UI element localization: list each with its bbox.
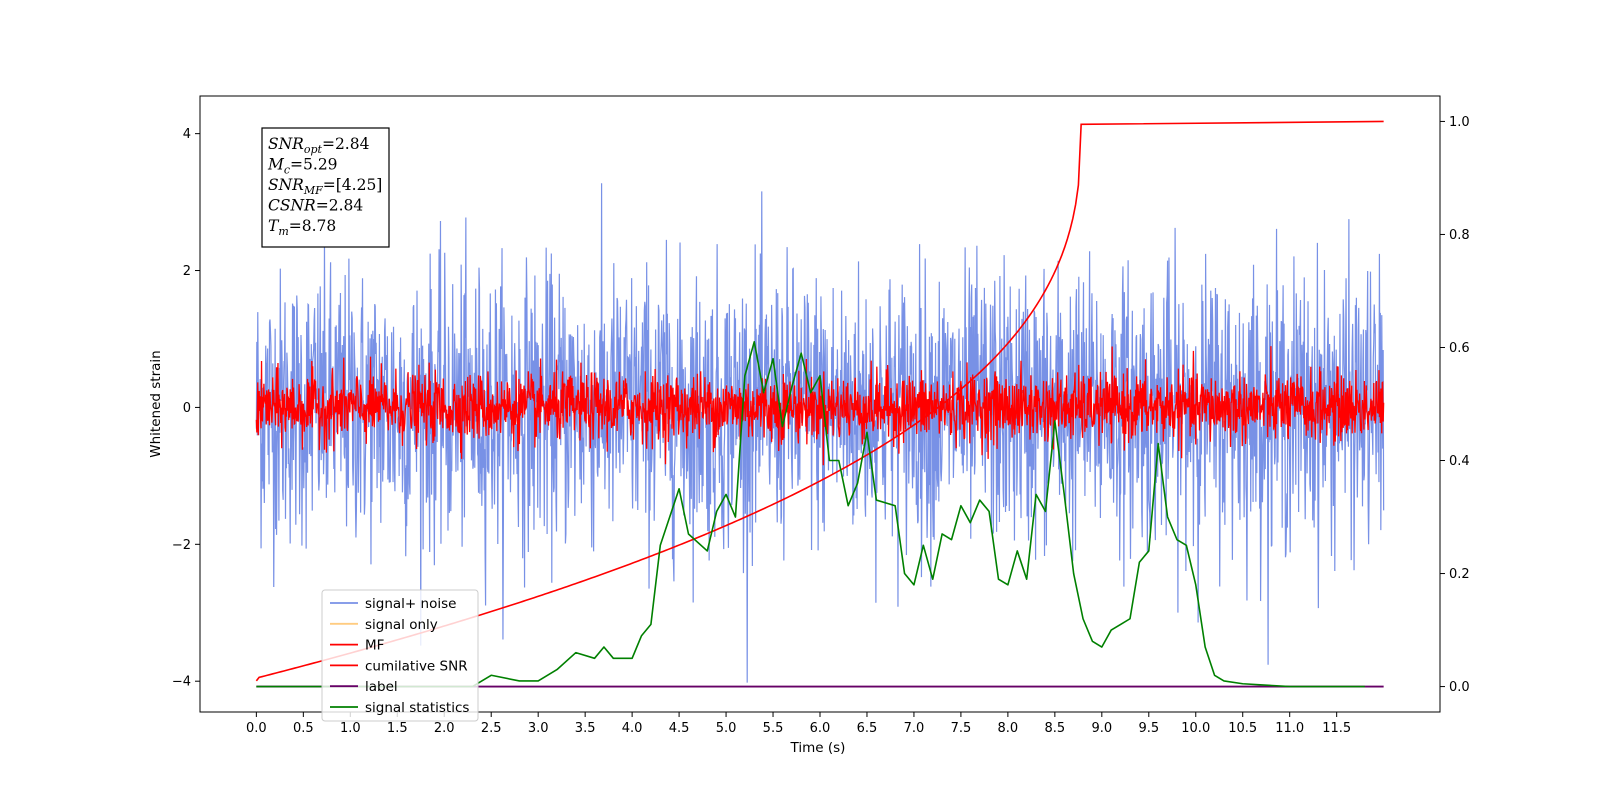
y-tick-label: 2 bbox=[183, 264, 191, 279]
y2-tick-label: 0.8 bbox=[1449, 228, 1470, 243]
legend-label: signal+ noise bbox=[365, 596, 456, 612]
y2-tick-label: 0.2 bbox=[1449, 567, 1470, 582]
x-axis-label: Time (s) bbox=[790, 740, 846, 756]
x-tick-label: 2.5 bbox=[481, 721, 502, 736]
legend-frame bbox=[321, 589, 479, 722]
x-tick-label: 1.0 bbox=[340, 721, 361, 736]
x-tick-label: 3.0 bbox=[528, 721, 549, 736]
y-axis-right: 0.0 0.2 0.4 0.6 0.8 1.0 bbox=[1440, 115, 1470, 695]
x-tick-label: 9.0 bbox=[1091, 721, 1112, 736]
x-tick-label: 10.0 bbox=[1181, 721, 1210, 736]
x-tick-label: 10.5 bbox=[1228, 721, 1257, 736]
y-axis-left: −4 −2 0 2 4 bbox=[172, 127, 200, 690]
x-tick-label: 1.5 bbox=[387, 721, 408, 736]
legend-label: signal statistics bbox=[365, 700, 469, 716]
y-tick-label: −4 bbox=[172, 675, 191, 690]
x-tick-label: 2.0 bbox=[434, 721, 455, 736]
y-tick-label: 4 bbox=[183, 127, 191, 142]
x-tick-label: 7.0 bbox=[904, 721, 925, 736]
x-tick-label: 4.5 bbox=[669, 721, 690, 736]
x-tick-label: 11.0 bbox=[1275, 721, 1304, 736]
series-signal-statistics bbox=[256, 341, 1365, 688]
x-tick-label: 6.0 bbox=[810, 721, 831, 736]
x-tick-label: 7.5 bbox=[951, 721, 972, 736]
annotation-line: Mc=5.29 bbox=[267, 156, 338, 177]
y2-tick-label: 0.6 bbox=[1449, 341, 1470, 356]
x-tick-label: 8.0 bbox=[998, 721, 1019, 736]
legend-label: signal only bbox=[365, 617, 438, 633]
y-tick-label: −2 bbox=[172, 538, 191, 553]
x-tick-label: 5.0 bbox=[716, 721, 737, 736]
x-tick-label: 3.5 bbox=[575, 721, 596, 736]
x-tick-label: 4.0 bbox=[622, 721, 643, 736]
annotation-line: SNRMF=[4.25] bbox=[268, 176, 382, 197]
x-tick-label: 11.5 bbox=[1322, 721, 1351, 736]
x-tick-label: 6.5 bbox=[857, 721, 878, 736]
legend-label: label bbox=[365, 679, 398, 695]
legend-label: MF bbox=[365, 638, 384, 654]
annotation-line: CSNR=2.84 bbox=[268, 197, 363, 215]
x-axis: 0.0 0.5 1.0 1.5 2.0 2.5 3.0 3.5 4.0 4.5 5.0 5.5 6.0 6… bbox=[246, 712, 1351, 736]
annotation-line: SNRopt=2.84 bbox=[268, 135, 370, 156]
series-mf bbox=[255, 346, 1385, 466]
x-tick-label: 9.5 bbox=[1138, 721, 1159, 736]
y2-tick-label: 0.0 bbox=[1449, 680, 1470, 695]
annotation-frame bbox=[261, 127, 390, 248]
legend: signal+ noise signal only MF cumilative SNR… bbox=[321, 589, 479, 722]
x-tick-label: 0.0 bbox=[246, 721, 267, 736]
annotation-line: Tm=8.78 bbox=[268, 217, 336, 238]
y-axis-label: Whitened strain bbox=[148, 350, 164, 457]
legend-label: cumilative SNR bbox=[365, 658, 468, 674]
x-tick-label: 5.5 bbox=[763, 721, 784, 736]
y2-tick-label: 0.4 bbox=[1449, 454, 1470, 469]
x-tick-label: 8.5 bbox=[1045, 721, 1066, 736]
x-tick-label: 0.5 bbox=[293, 721, 314, 736]
y-tick-label: 0 bbox=[183, 401, 191, 416]
y2-tick-label: 1.0 bbox=[1449, 115, 1470, 130]
